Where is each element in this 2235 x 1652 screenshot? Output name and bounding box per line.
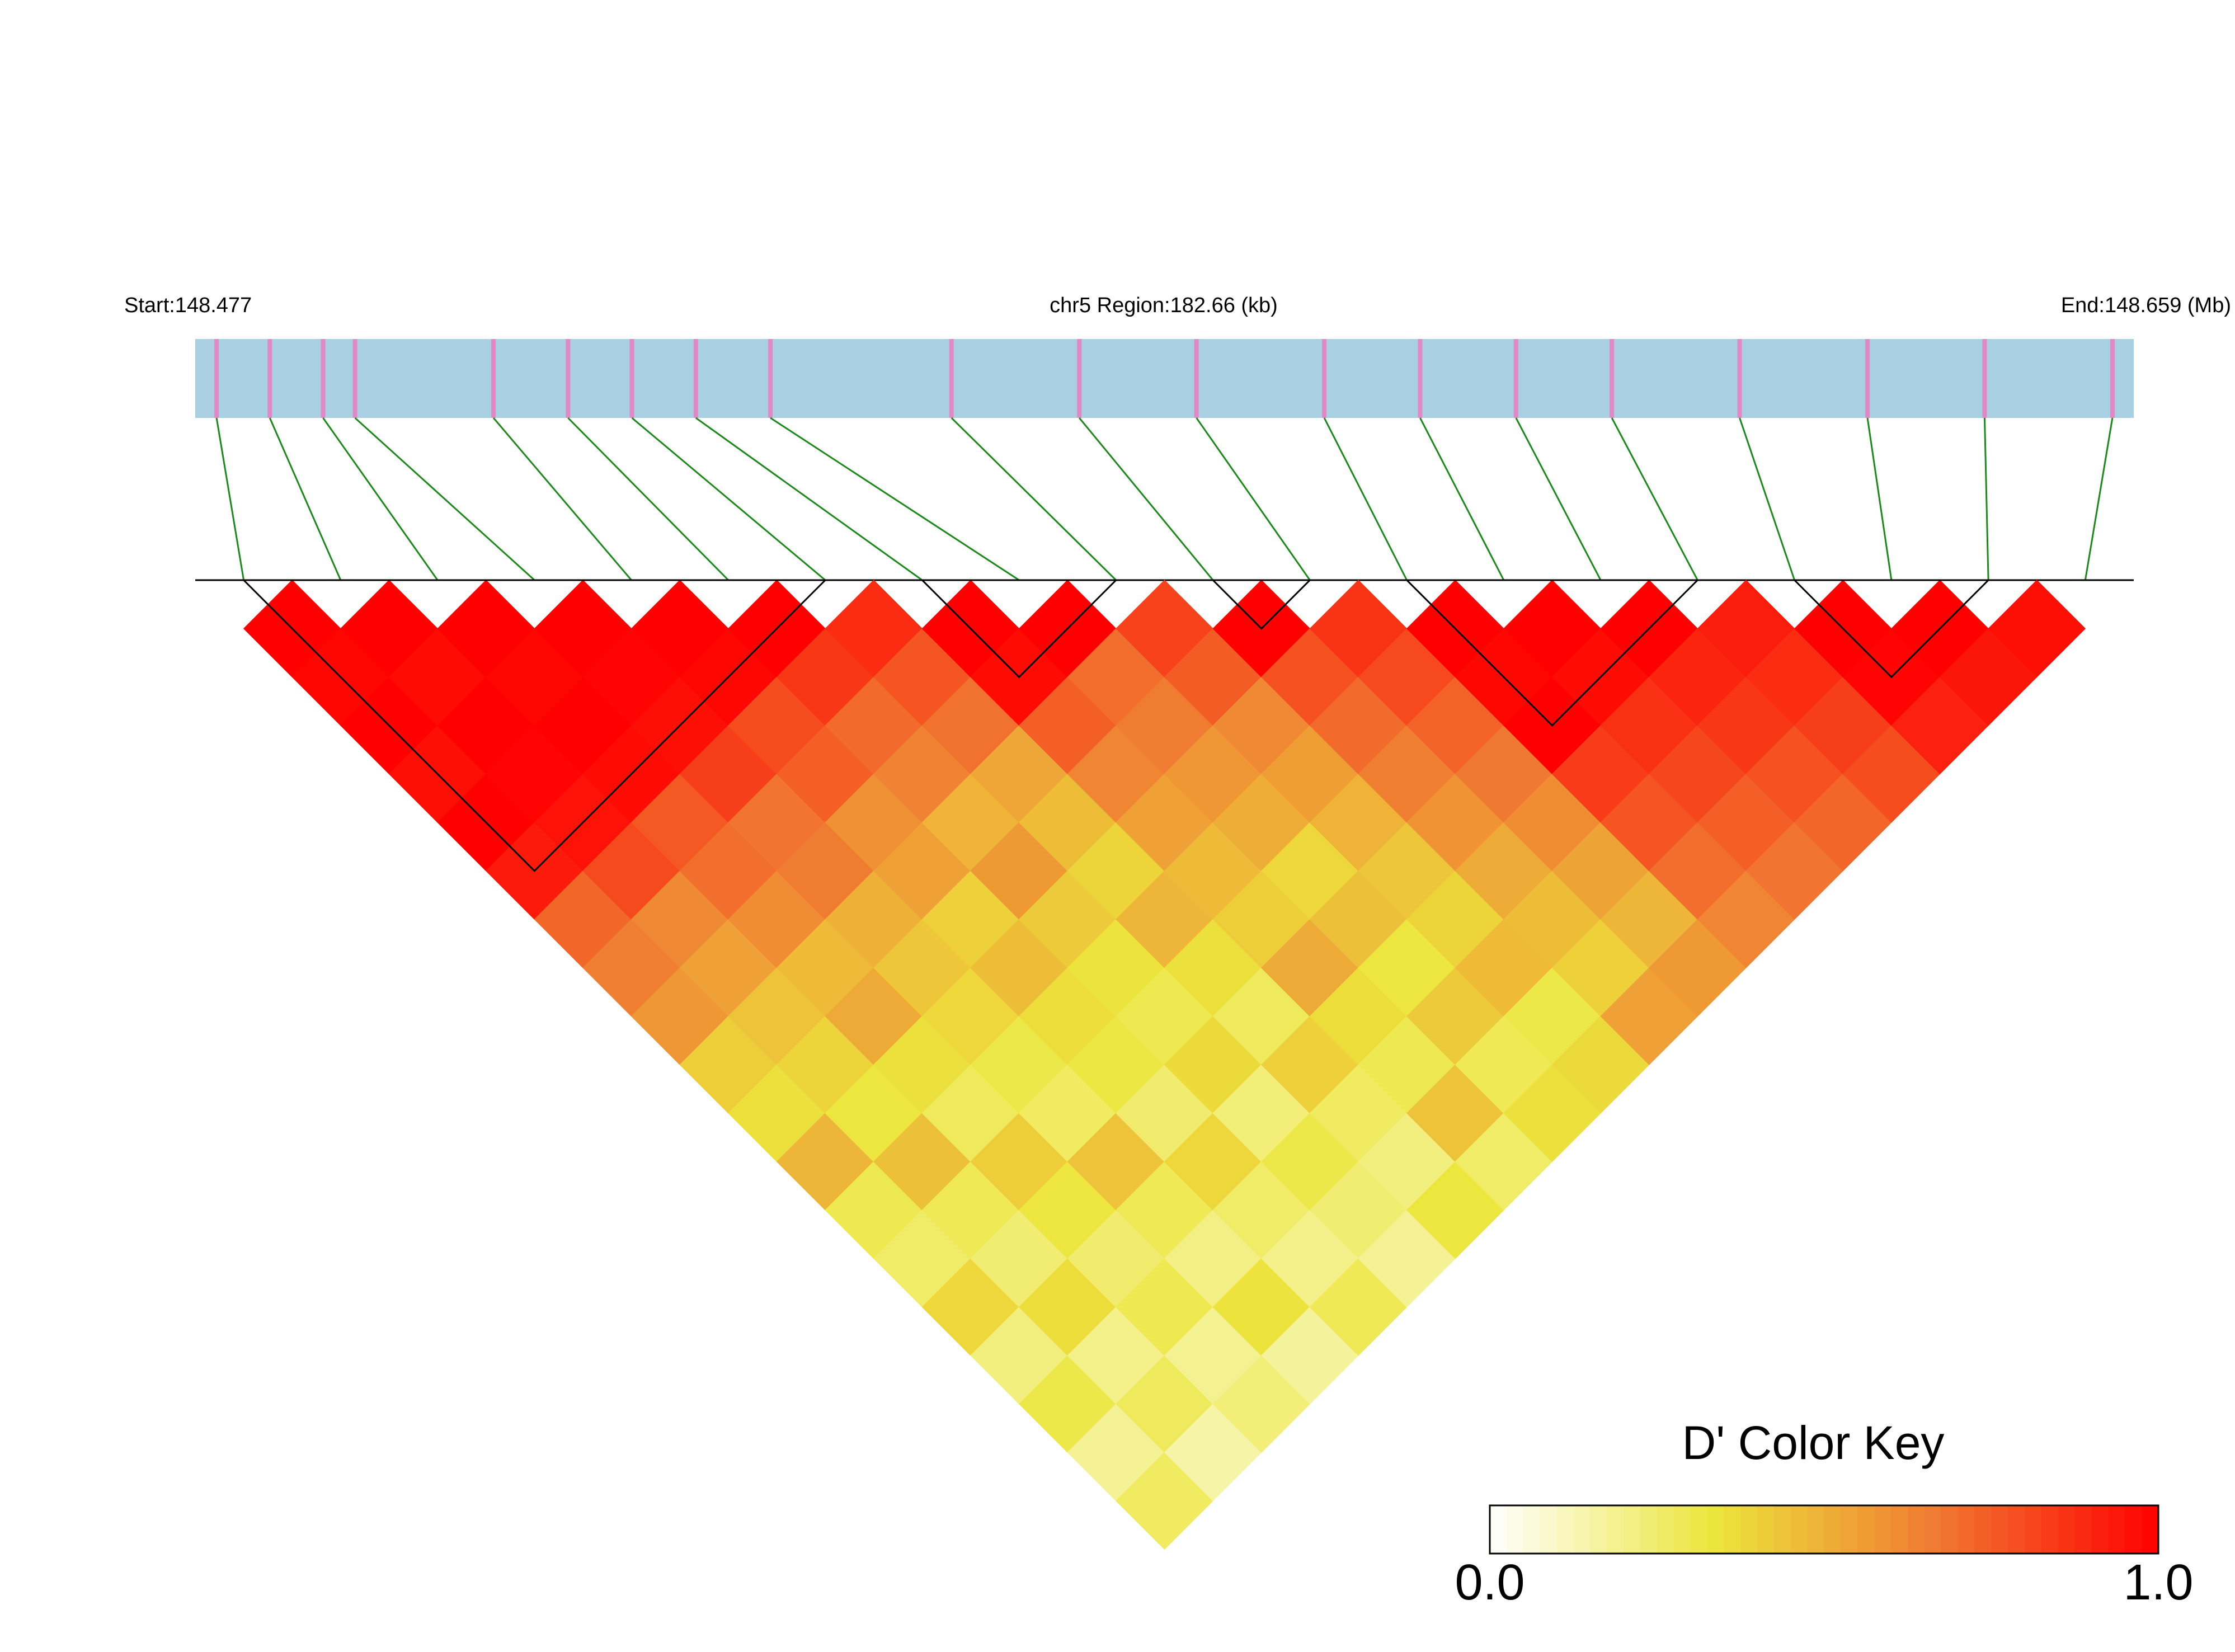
- key-swatch: [2125, 1505, 2143, 1554]
- key-swatch: [2074, 1505, 2092, 1554]
- key-swatch: [1874, 1505, 1891, 1554]
- snp-link: [1079, 417, 1214, 581]
- key-swatch: [1724, 1505, 1742, 1554]
- snp-link: [1419, 417, 1505, 581]
- key-frame: [1489, 1504, 2159, 1555]
- snp-stripe: [1322, 339, 1327, 418]
- key-tick-label: 0.0: [1455, 1555, 1524, 1611]
- ld-block: [1405, 579, 1700, 727]
- snp-stripe: [352, 339, 357, 418]
- snp-stripe: [1418, 339, 1423, 418]
- snp-stripe: [629, 339, 634, 418]
- key-swatch: [1556, 1505, 1574, 1554]
- snp-link: [2084, 417, 2114, 581]
- key-swatch: [1907, 1505, 1925, 1554]
- snp-stripe: [1513, 339, 1518, 418]
- snp-link: [269, 417, 342, 581]
- key-swatch: [1991, 1505, 2009, 1554]
- snp-link: [770, 417, 1020, 581]
- key-swatch: [1590, 1505, 1608, 1554]
- snp-stripe: [1610, 339, 1615, 418]
- snp-bar: [195, 339, 2134, 418]
- key-swatch: [2108, 1505, 2126, 1554]
- ld-cell: [1988, 580, 2086, 677]
- snp-link: [695, 417, 923, 581]
- key-swatch: [1624, 1505, 1641, 1554]
- snp-stripe: [321, 339, 326, 418]
- key-swatch: [1673, 1505, 1691, 1554]
- snp-stripe: [1737, 339, 1742, 418]
- key-swatch: [1707, 1505, 1725, 1554]
- key-swatch: [1824, 1505, 1842, 1554]
- snp-link: [1196, 417, 1311, 581]
- key-swatch: [1607, 1505, 1624, 1554]
- key-swatch: [1807, 1505, 1825, 1554]
- snp-link: [1739, 417, 1796, 581]
- key-swatch: [1958, 1505, 1975, 1554]
- snp-stripe: [693, 339, 698, 418]
- key-swatch: [2142, 1505, 2159, 1554]
- snp-link: [492, 417, 632, 581]
- snp-stripe: [566, 339, 571, 418]
- key-swatch: [1790, 1505, 1808, 1554]
- key-tick-label: 1.0: [2123, 1555, 2193, 1611]
- key-swatch: [1523, 1505, 1541, 1554]
- key-swatch: [2025, 1505, 2042, 1554]
- key-swatch: [1573, 1505, 1591, 1554]
- snp-link: [567, 417, 729, 581]
- snp-stripe: [267, 339, 272, 418]
- key-swatch: [1757, 1505, 1775, 1554]
- snp-stripe: [1194, 339, 1199, 418]
- key-swatch: [1891, 1505, 1908, 1554]
- end-label: End:148.659 (Mb): [2061, 294, 2231, 317]
- ld-block: [1211, 579, 1312, 630]
- key-swatch: [1640, 1505, 1658, 1554]
- snp-stripe: [949, 339, 954, 418]
- snp-stripe: [1077, 339, 1082, 418]
- snp-link: [1611, 417, 1698, 581]
- key-swatch: [1941, 1505, 1959, 1554]
- key-swatch: [1657, 1505, 1674, 1554]
- key-swatch: [2008, 1505, 2025, 1554]
- snp-link: [1866, 417, 1893, 581]
- key-swatch: [1690, 1505, 1708, 1554]
- key-swatch: [1857, 1505, 1875, 1554]
- snp-stripe: [491, 339, 496, 418]
- start-label: Start:148.477: [124, 294, 252, 317]
- region-label: chr5 Region:182.66 (kb): [1050, 294, 1278, 317]
- ld-block: [1792, 579, 1991, 679]
- snp-link: [1515, 417, 1602, 581]
- snp-stripe: [1865, 339, 1870, 418]
- snp-link: [215, 417, 245, 581]
- snp-link: [1983, 417, 1989, 581]
- key-swatch: [2041, 1505, 2059, 1554]
- key-swatch: [2091, 1505, 2109, 1554]
- snp-stripe: [2110, 339, 2115, 418]
- snp-link: [631, 417, 826, 581]
- key-swatch: [1506, 1505, 1524, 1554]
- snp-link: [1323, 417, 1408, 581]
- key-title: D' Color Key: [1682, 1416, 1945, 1469]
- ld-block: [242, 579, 827, 872]
- ld-block: [920, 579, 1118, 679]
- snp-link: [951, 417, 1117, 581]
- key-swatch: [1540, 1505, 1558, 1554]
- snp-stripe: [768, 339, 773, 418]
- key-swatch: [1490, 1505, 1507, 1554]
- snp-link: [354, 417, 535, 581]
- snp-stripe: [214, 339, 219, 418]
- snp-link: [322, 417, 439, 581]
- key-swatch: [1841, 1505, 1858, 1554]
- key-swatch: [1773, 1505, 1791, 1554]
- key-swatch: [1924, 1505, 1942, 1554]
- key-swatch: [2058, 1505, 2076, 1554]
- snp-stripe: [1982, 339, 1987, 418]
- key-swatch: [1740, 1505, 1758, 1554]
- key-swatch: [1974, 1505, 1992, 1554]
